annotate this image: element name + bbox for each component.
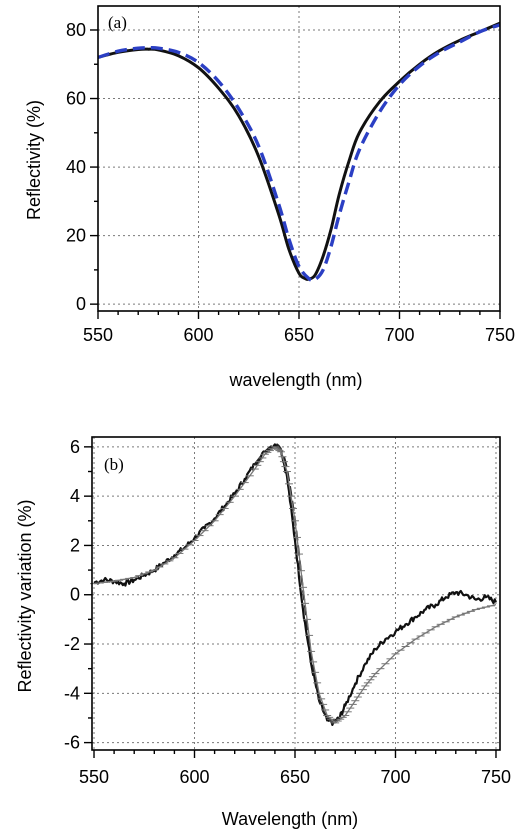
panel-a-grid <box>98 6 500 311</box>
x-tick-label: 600 <box>183 325 213 345</box>
panel-b-y-axis-label: Reflectivity variation (%) <box>15 499 35 692</box>
y-tick-label: 2 <box>70 535 80 555</box>
x-tick-label: 750 <box>485 325 515 345</box>
x-tick-label: 600 <box>179 767 209 787</box>
panel-a-tick-labels: 550 600 650 700 750 0 20 40 60 80 <box>66 20 515 345</box>
y-tick-label: 60 <box>66 89 86 109</box>
y-tick-label: -6 <box>64 733 80 753</box>
y-tick-label: 0 <box>76 294 86 314</box>
y-tick-label: -4 <box>64 683 80 703</box>
panel-a-ticks <box>90 29 501 319</box>
panel-b-grid <box>92 437 500 750</box>
x-tick-label: 750 <box>481 767 511 787</box>
panel-b-x-axis-label: Wavelength (nm) <box>222 809 358 829</box>
series-line-dashed <box>97 23 501 283</box>
panel-a-y-axis-label: Reflectivity (%) <box>24 100 44 220</box>
x-tick-label: 650 <box>280 767 310 787</box>
panel-a: 550 600 650 700 750 0 20 40 60 80 (a) wavelength … <box>24 5 515 390</box>
y-tick-label: 20 <box>66 226 86 246</box>
x-tick-label: 550 <box>83 325 113 345</box>
x-tick-label: 700 <box>384 325 414 345</box>
panel-b-series <box>90 443 497 726</box>
x-tick-label: 550 <box>79 767 109 787</box>
panel-b-tick-labels: 550 600 650 700 750 -6 -4 -2 0 2 4 6 <box>64 437 511 787</box>
panel-a-x-axis-label: wavelength (nm) <box>228 370 362 390</box>
panel-b-frame <box>91 436 501 751</box>
x-tick-label: 650 <box>284 325 314 345</box>
panel-b: 550 600 650 700 750 -6 -4 -2 0 2 4 6 (b) Wavelength… <box>15 436 511 829</box>
panel-b-label: (b) <box>104 455 124 474</box>
y-tick-label: 6 <box>70 437 80 457</box>
panel-a-label: (a) <box>108 13 127 32</box>
y-tick-label: 4 <box>70 486 80 506</box>
series-line-solid <box>97 21 501 281</box>
panel-a-series <box>97 21 501 283</box>
panel-b-ticks <box>84 446 497 758</box>
y-tick-label: 80 <box>66 20 86 40</box>
y-tick-label: 0 <box>70 585 80 605</box>
y-tick-label: -2 <box>64 634 80 654</box>
x-tick-label: 700 <box>380 767 410 787</box>
y-tick-label: 40 <box>66 157 86 177</box>
